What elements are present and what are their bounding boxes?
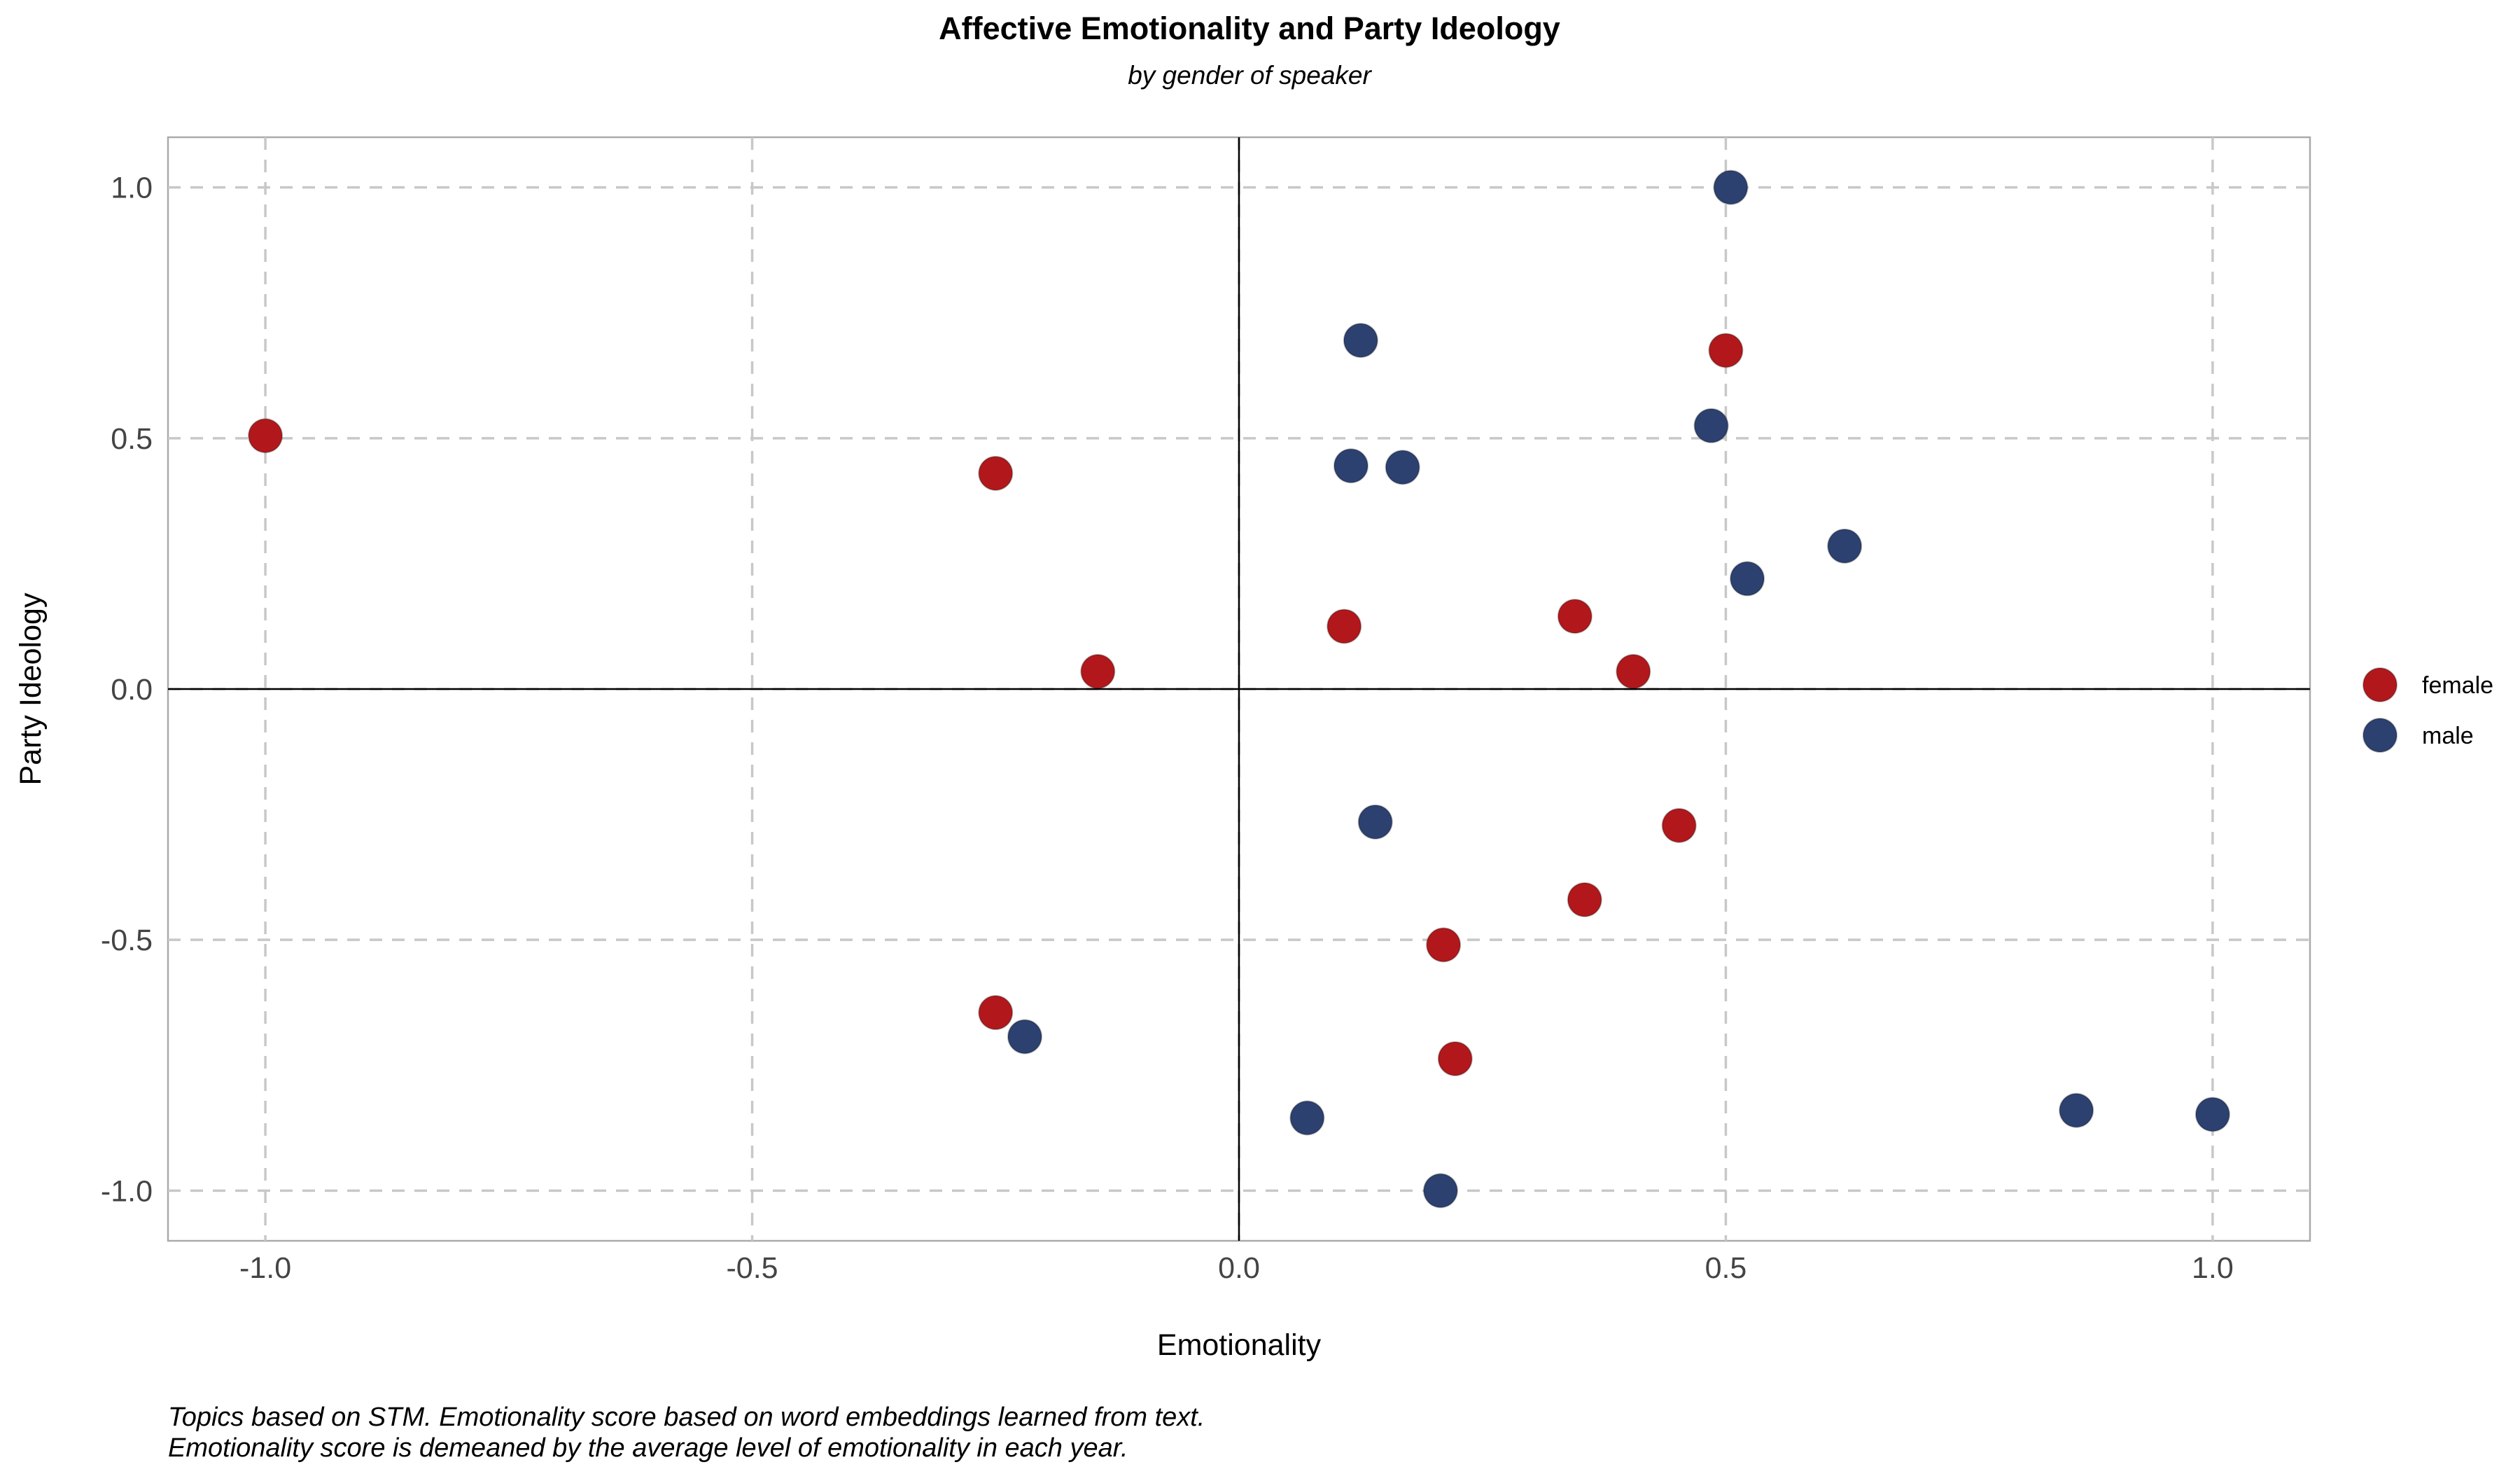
x-tick-label-3: 0.5 bbox=[1705, 1251, 1747, 1285]
female-point-4 bbox=[1326, 609, 1362, 644]
reference-lines bbox=[168, 137, 2310, 1241]
male-point-12 bbox=[2194, 1097, 2230, 1132]
x-axis-tick-labels: -1.0 -0.5 0.0 0.5 1.0 bbox=[239, 1251, 2234, 1285]
female-point-3 bbox=[978, 995, 1014, 1031]
x-tick-label-4: 1.0 bbox=[2192, 1251, 2234, 1285]
male-point-7 bbox=[1357, 804, 1393, 840]
male-point-11 bbox=[2059, 1092, 2094, 1128]
female-point-7 bbox=[1708, 333, 1744, 368]
female-point-11 bbox=[1437, 1041, 1473, 1076]
x-tick-label-1: -0.5 bbox=[726, 1251, 778, 1285]
legend: female male bbox=[2362, 667, 2493, 753]
legend-marker-female bbox=[2362, 667, 2398, 702]
female-point-5 bbox=[1557, 599, 1592, 634]
male-point-0 bbox=[1713, 169, 1749, 205]
y-axis-tick-labels: -1.0 -0.5 0.0 0.5 1.0 bbox=[101, 172, 153, 1209]
male-point-6 bbox=[1730, 561, 1765, 597]
female-point-9 bbox=[1567, 882, 1602, 917]
male-point-4 bbox=[1385, 450, 1420, 485]
male-point-1 bbox=[1343, 323, 1378, 359]
female-point-1 bbox=[978, 455, 1014, 491]
y-axis-label: Party Ideology bbox=[14, 592, 48, 785]
x-tick-label-0: -1.0 bbox=[239, 1251, 291, 1285]
male-point-3 bbox=[1333, 448, 1368, 484]
y-tick-label-2: 0.0 bbox=[111, 673, 153, 707]
male-point-8 bbox=[1007, 1019, 1042, 1055]
chart-title: Affective Emotionality and Party Ideolog… bbox=[939, 11, 1560, 46]
female-point-6 bbox=[1616, 653, 1651, 689]
caption-line-2: Emotionality score is demeaned by the av… bbox=[168, 1433, 1128, 1463]
legend-label-male: male bbox=[2422, 723, 2474, 749]
caption-line-1: Topics based on STM. Emotionality score … bbox=[168, 1403, 1205, 1432]
x-axis-label: Emotionality bbox=[1157, 1328, 1322, 1362]
y-tick-label-0: -1.0 bbox=[101, 1174, 153, 1208]
y-tick-label-4: 1.0 bbox=[111, 172, 153, 205]
chart-subtitle: by gender of speaker bbox=[1128, 61, 1372, 90]
male-point-10 bbox=[1422, 1173, 1458, 1209]
y-tick-label-1: -0.5 bbox=[101, 924, 153, 957]
male-point-5 bbox=[1827, 528, 1863, 564]
x-tick-label-2: 0.0 bbox=[1218, 1251, 1260, 1285]
legend-marker-male bbox=[2362, 718, 2398, 753]
legend-label-female: female bbox=[2422, 672, 2493, 699]
data-points bbox=[248, 169, 2230, 1209]
female-point-8 bbox=[1661, 807, 1697, 843]
female-point-0 bbox=[248, 418, 284, 454]
female-point-2 bbox=[1080, 653, 1116, 689]
female-point-10 bbox=[1426, 927, 1462, 963]
male-point-2 bbox=[1693, 408, 1729, 443]
y-tick-label-3: 0.5 bbox=[111, 422, 153, 456]
male-point-9 bbox=[1289, 1100, 1325, 1136]
